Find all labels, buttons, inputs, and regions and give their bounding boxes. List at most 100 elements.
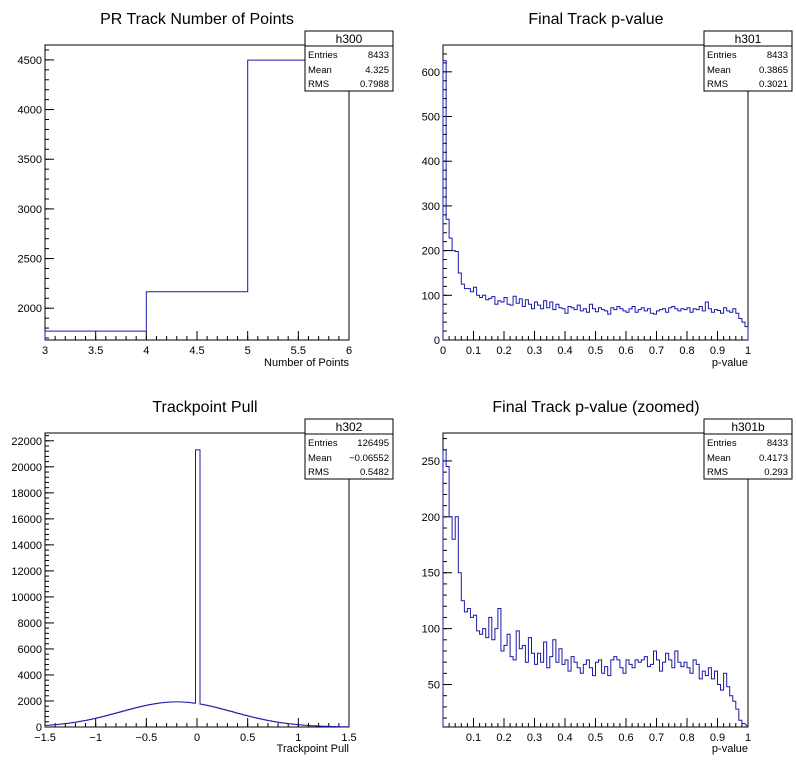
y-tick-label: 22000 [11,436,42,448]
stats-entries-value: 8433 [767,438,788,449]
y-tick-label: 200 [422,246,440,258]
y-tick-label: 18000 [11,488,42,500]
stats-mean-label: Mean [707,65,731,76]
y-tick-label: 0 [434,335,440,347]
x-tick-label: 1 [745,732,751,744]
x-axis-label: Number of Points [264,357,349,369]
x-tick-label: 6 [346,345,352,357]
stats-entries-label: Entries [308,438,338,449]
y-tick-label: 4000 [18,670,42,682]
stats-mean-label: Mean [308,453,332,464]
x-tick-label: 0.4 [557,732,572,744]
histogram-line [442,60,749,340]
x-tick-label: 0.1 [466,345,481,357]
x-tick-label: −1 [89,732,102,744]
stats-box: h300 Entries 8433 Mean 4.325 RMS 0.7988 [304,30,394,92]
y-tick-label: 20000 [11,462,42,474]
plot-frame [44,44,350,341]
y-tick-label: 14000 [11,540,42,552]
x-tick-label: 0.9 [710,345,725,357]
chart-title: Final Track p-value (zoomed) [492,399,699,416]
x-tick-label: 0.3 [527,732,542,744]
x-tick-label: 0 [194,732,200,744]
x-tick-label: 0.5 [588,345,603,357]
x-tick-label: 1.5 [341,732,356,744]
chart-title: Final Track p-value [528,11,663,28]
y-tick-label: 500 [422,112,440,124]
stats-rms-label: RMS [707,467,728,478]
stats-entries-label: Entries [707,438,737,449]
panel-h302: Trackpoint Pull −1.5 −1 −0.5 0 0.5 1 1.5 0 2000 40… [11,399,394,755]
x-axis-label: p-value [712,357,748,369]
stats-mean-value: 4.325 [365,65,389,76]
panel-h301b: Final Track p-value (zoomed) 0.1 0.2 0.3 0.4… [422,399,793,755]
stats-mean-value: 0.4173 [759,453,788,464]
x-tick-label: −0.5 [135,732,157,744]
stats-box: h301b Entries 8433 Mean 0.4173 RMS 0.293 [703,418,793,480]
stats-rms-label: RMS [707,79,728,90]
stats-box: h301 Entries 8433 Mean 0.3865 RMS 0.3021 [703,30,793,92]
y-tick-label: 16000 [11,514,42,526]
tick-marks [44,49,350,340]
y-tick-label: 100 [422,290,440,302]
x-tick-label: 0.6 [618,732,633,744]
panel-h300: PR Track Number of Points 3 3.5 4 4.5 5 5.5 6 20… [18,11,394,369]
x-tick-label: 0.7 [649,345,664,357]
x-axis-label: p-value [712,743,748,755]
y-tick-label: 50 [428,680,440,692]
y-tick-label: 6000 [18,644,42,656]
stats-entries-value: 8433 [368,50,389,61]
stats-mean-value: −0.06552 [349,453,389,464]
x-tick-label: 4 [143,345,149,357]
x-tick-label: −1.5 [34,732,56,744]
x-tick-label: 1 [745,345,751,357]
x-tick-label: 3.5 [88,345,103,357]
y-tick-label: 2000 [18,696,42,708]
stats-name: h301 [735,32,762,46]
stats-entries-label: Entries [308,50,338,61]
x-tick-label: 0.4 [557,345,572,357]
tick-marks [442,44,749,341]
stats-rms-value: 0.5482 [360,467,389,478]
chart-title: Trackpoint Pull [152,399,257,416]
y-tick-label: 3000 [18,204,42,216]
x-tick-label: 4.5 [189,345,204,357]
stats-entries-value: 126495 [357,438,389,449]
panel-h301: Final Track p-value 0 0.1 0.2 0.3 0.4 0.5 0.6 0.… [422,11,793,369]
stats-box: h302 Entries 126495 Mean −0.06552 RMS 0.5482 [304,418,394,480]
stats-rms-value: 0.7988 [360,79,389,90]
x-tick-label: 0.5 [588,732,603,744]
x-tick-label: 0.8 [679,732,694,744]
x-tick-label: 0.2 [496,732,511,744]
y-tick-label: 10000 [11,592,42,604]
x-tick-label: 0.9 [710,732,725,744]
y-tick-label: 2000 [18,303,42,315]
y-tick-label: 250 [422,456,440,468]
chart-title: PR Track Number of Points [100,11,294,28]
plot-frame [442,44,749,341]
tick-marks [44,435,350,728]
y-tick-label: 3500 [18,154,42,166]
x-tick-label: 0.6 [618,345,633,357]
x-tick-label: 1 [295,732,301,744]
y-tick-label: 0 [36,722,42,734]
y-tick-label: 300 [422,201,440,213]
x-tick-label: 3 [42,345,48,357]
y-tick-label: 4500 [18,55,42,67]
y-tick-label: 150 [422,568,440,580]
x-tick-label: 0.8 [679,345,694,357]
stats-rms-value: 0.3021 [759,79,788,90]
histogram-line [44,449,350,728]
x-tick-label: 0.1 [466,732,481,744]
y-tick-label: 600 [422,67,440,79]
stats-name: h300 [336,32,363,46]
y-tick-label: 400 [422,156,440,168]
histogram-line [44,59,349,340]
x-tick-label: 0.3 [527,345,542,357]
stats-rms-value: 0.293 [764,467,788,478]
x-tick-label: 5.5 [291,345,306,357]
x-tick-label: 0.7 [649,732,664,744]
y-tick-label: 200 [422,512,440,524]
x-axis-label: Trackpoint Pull [277,743,349,755]
y-tick-label: 4000 [18,105,42,117]
